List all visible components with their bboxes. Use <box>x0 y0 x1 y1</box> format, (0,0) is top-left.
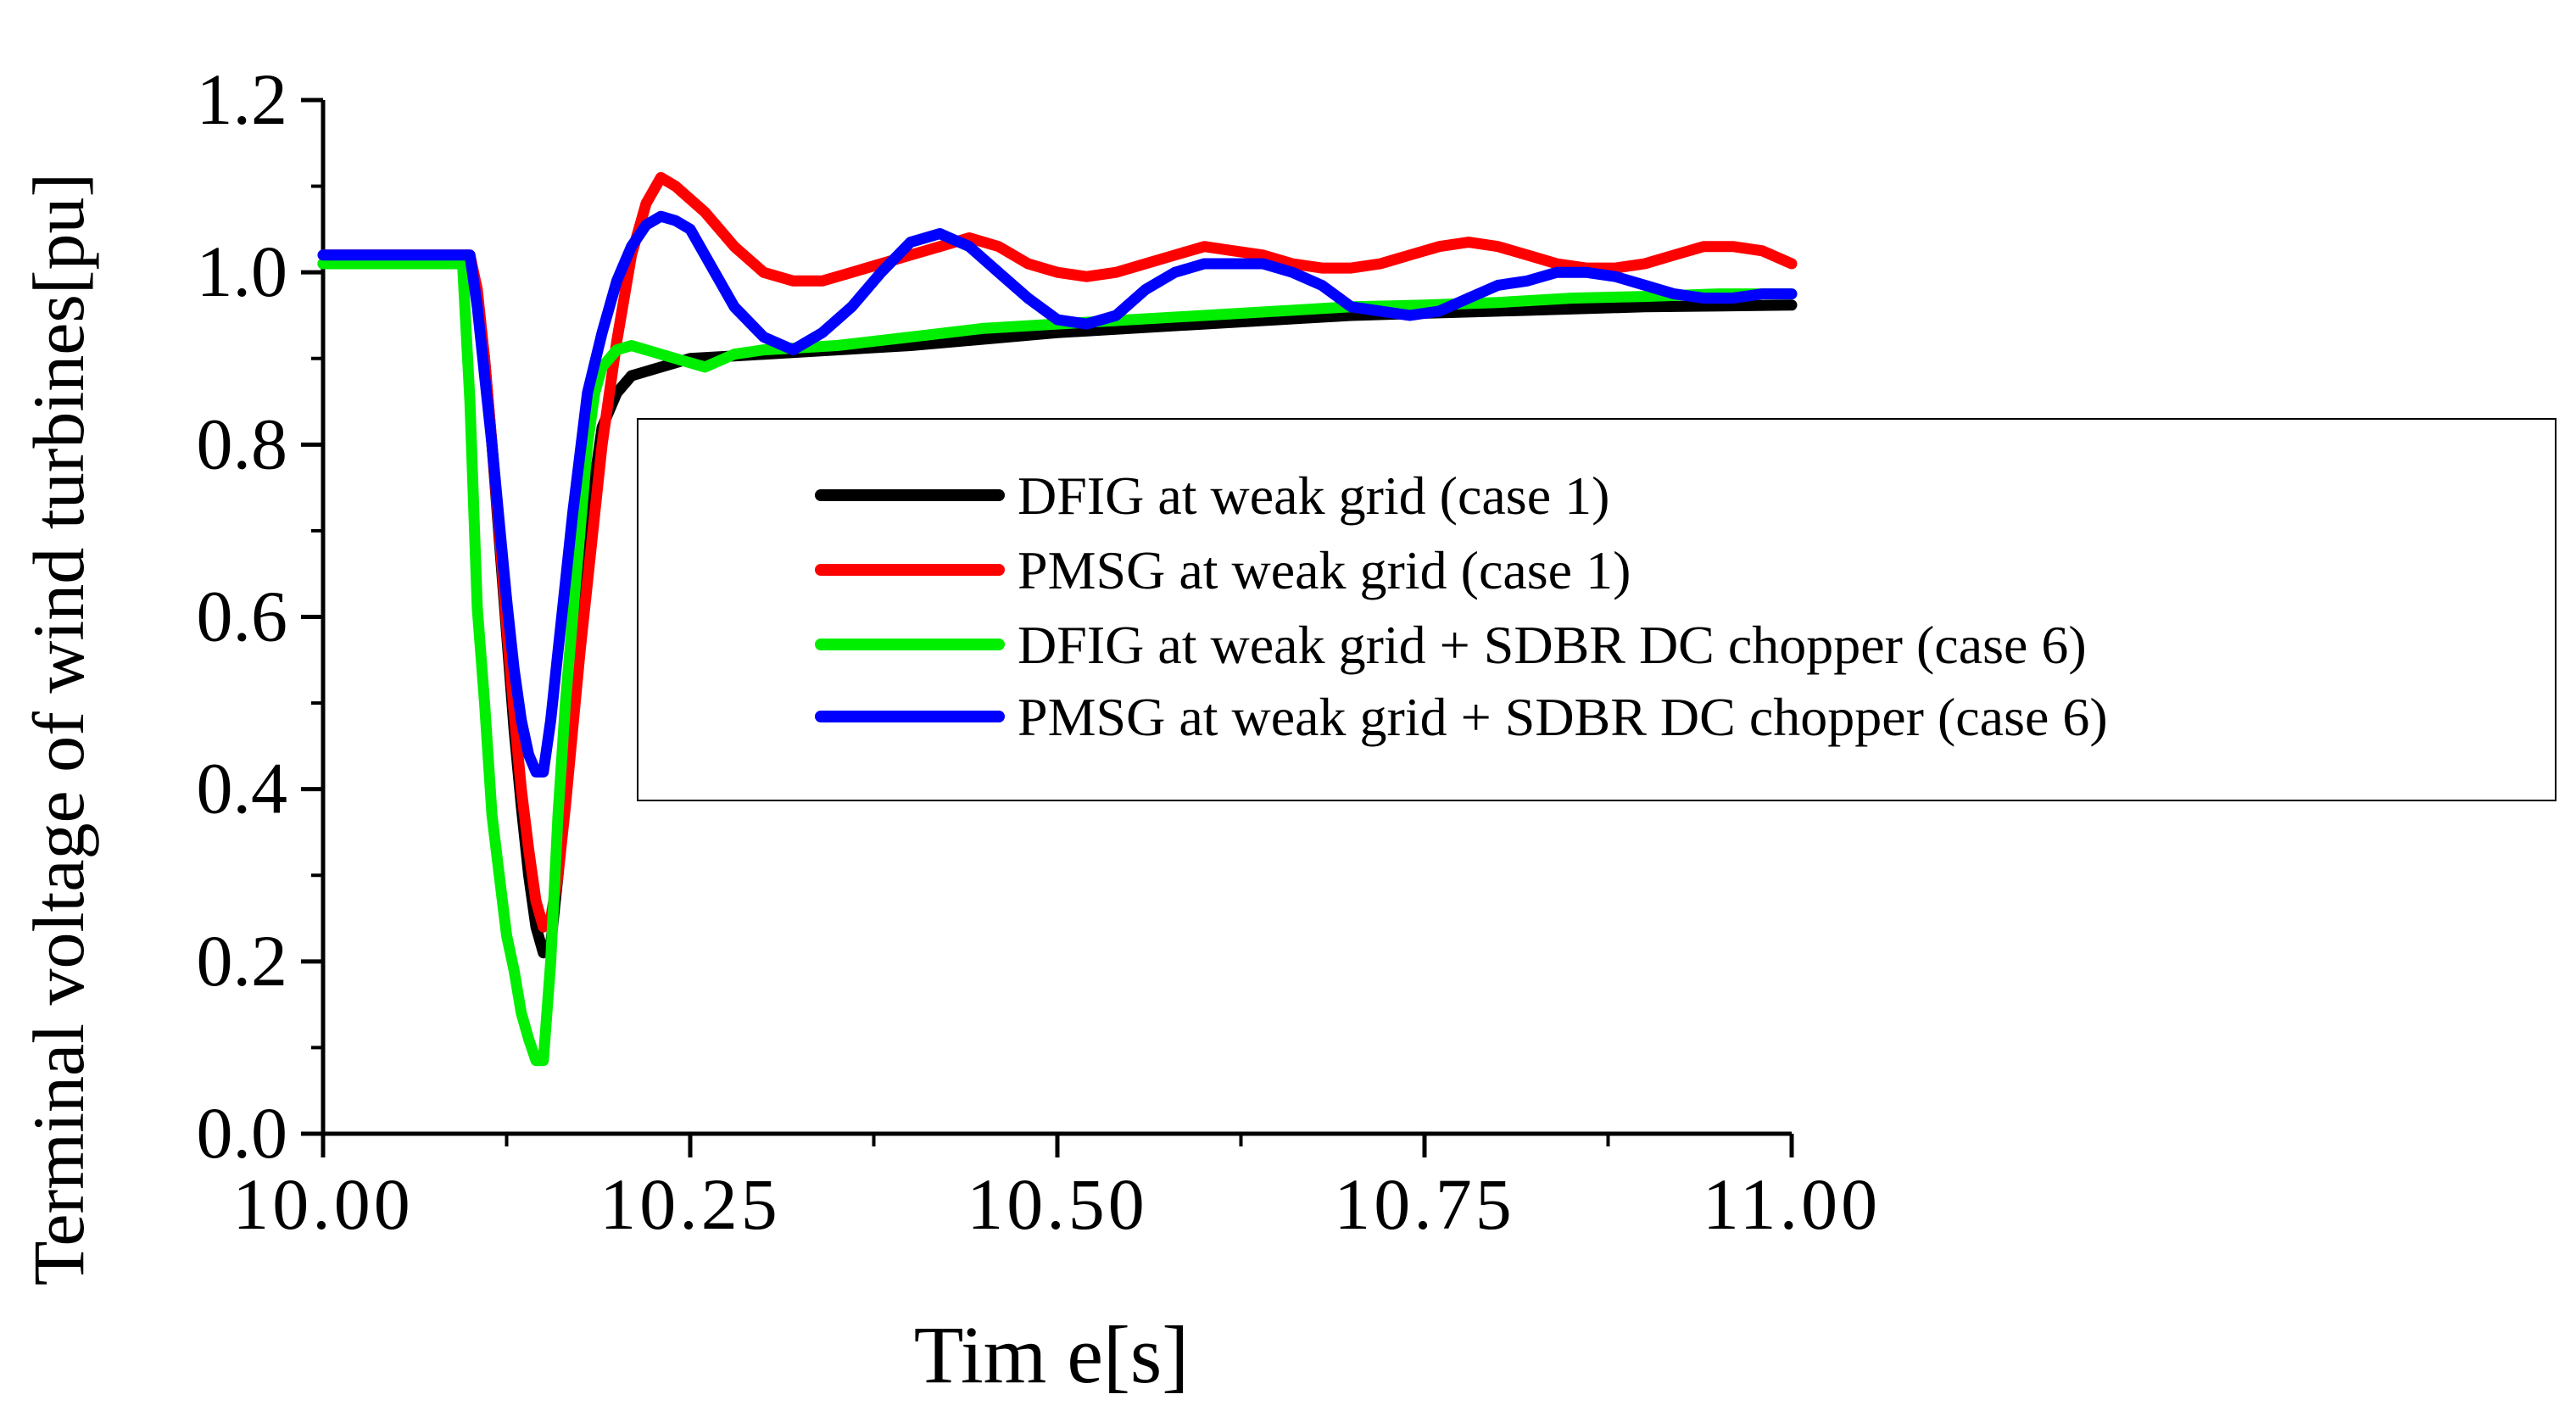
x-axis-label: Tim e[s] <box>914 1309 1190 1400</box>
axis-labels: Tim e[s] Terminal voltage of wind turbin… <box>18 173 1189 1400</box>
legend: DFIG at weak grid (case 1) PMSG at weak g… <box>637 418 2556 801</box>
legend-label-1: DFIG at weak grid (case 1) <box>1018 466 1609 526</box>
x-tick-label: 10.25 <box>599 1163 781 1245</box>
y-tick-label: 1.2 <box>197 59 288 140</box>
y-tick-label: 0.6 <box>197 576 288 657</box>
series-line-4 <box>317 210 1798 778</box>
axes: 0.0 0.2 0.4 0.6 0.8 1.0 1.2 10.00 10.25 10.50 10.7… <box>197 59 1881 1245</box>
legend-label-3: DFIG at weak grid + SDBR DC chopper (cas… <box>1018 615 2087 675</box>
x-tick-label: 10.75 <box>1334 1163 1515 1245</box>
y-axis-label: Terminal voltage of wind turbines[pu] <box>18 173 99 1286</box>
y-tick-label: 0.2 <box>197 920 288 1001</box>
series-line-2 <box>317 171 1798 933</box>
y-tick-label: 0.0 <box>197 1092 288 1174</box>
legend-label-4: PMSG at weak grid + SDBR DC chopper (cas… <box>1018 687 2108 747</box>
legend-box <box>637 418 2556 801</box>
legend-label-2: PMSG at weak grid (case 1) <box>1018 540 1631 600</box>
y-tick-label: 1.0 <box>197 231 288 312</box>
y-tick-label: 0.8 <box>197 403 288 484</box>
x-tick-label: 11.00 <box>1703 1163 1881 1245</box>
series-line-3 <box>317 258 1798 1067</box>
y-tick-label: 0.4 <box>197 748 288 829</box>
x-tick-label: 10.00 <box>232 1163 414 1245</box>
x-tick-label: 10.50 <box>967 1163 1148 1245</box>
series-lines <box>317 171 1798 1067</box>
